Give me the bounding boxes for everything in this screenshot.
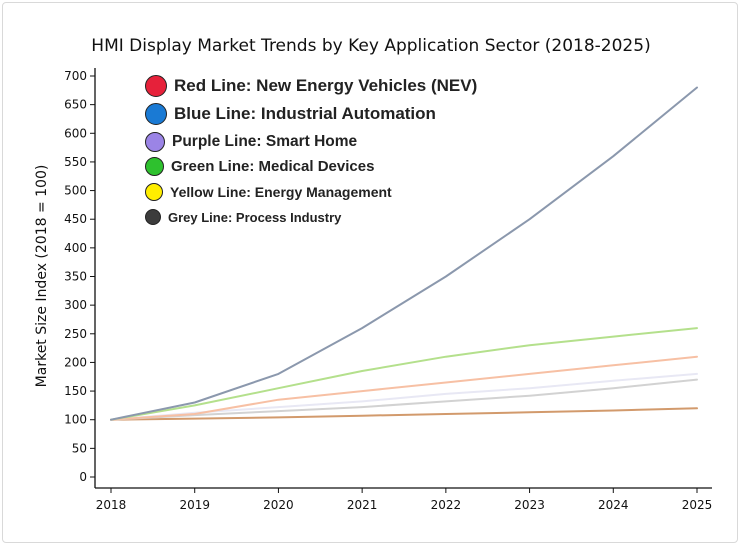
legend-label: Blue Line: Industrial Automation [174, 104, 436, 123]
y-tick-label: 650 [64, 98, 87, 112]
x-tick-label: 2019 [179, 498, 210, 512]
y-axis-label: Market Size Index (2018 = 100) [34, 165, 50, 388]
x-tick-label: 2020 [263, 498, 294, 512]
legend-item-nev: Red Line: New Energy Vehicles (NEV) [145, 75, 477, 97]
y-tick-label: 700 [64, 69, 87, 83]
y-tick-label: 600 [64, 126, 87, 140]
x-tick-label: 2023 [514, 498, 545, 512]
red-dot-icon [145, 75, 167, 97]
x-tick-label: 2025 [682, 498, 713, 512]
legend-label: Purple Line: Smart Home [172, 133, 358, 150]
y-tick-label: 200 [64, 355, 87, 369]
legend-label: Yellow Line: Energy Management [170, 184, 392, 200]
y-tick-label: 50 [72, 441, 87, 455]
y-tick-label: 300 [64, 298, 87, 312]
y-tick-label: 250 [64, 327, 87, 341]
legend-item-medical-devices: Green Line: Medical Devices [145, 157, 374, 176]
series-line-medical-devices [110, 327, 698, 421]
axes: 0 50 100 150 200 250 300 350 400 450 500 550 600 650 7… [64, 68, 712, 512]
series-line-industrial-automation [110, 86, 698, 421]
series-line-new-energy-vehicles-nev [110, 355, 698, 421]
chart-title: HMI Display Market Trends by Key Applica… [91, 36, 651, 56]
legend-item-process-industry: Grey Line: Process Industry [145, 209, 341, 225]
y-tick-label: 500 [64, 184, 87, 198]
series-line-process-industry [110, 378, 698, 421]
legend-item-industrial-automation: Blue Line: Industrial Automation [145, 103, 436, 125]
y-tick-label: 550 [64, 155, 87, 169]
y-tick-label: 0 [79, 470, 87, 484]
series-lines [110, 86, 698, 421]
y-tick-label: 350 [64, 270, 87, 284]
legend-label: Grey Line: Process Industry [168, 209, 342, 225]
grey-dot-icon [145, 209, 161, 225]
legend-label: Green Line: Medical Devices [171, 158, 375, 175]
x-tick-label: 2021 [347, 498, 378, 512]
legend-label: Red Line: New Energy Vehicles (NEV) [174, 76, 478, 95]
x-tick-label: 2024 [598, 498, 629, 512]
green-dot-icon [145, 157, 164, 176]
series-line-energy-management [110, 407, 698, 421]
purple-dot-icon [145, 132, 165, 152]
blue-dot-icon [145, 103, 167, 125]
y-tick-label: 100 [64, 413, 87, 427]
yellow-dot-icon [145, 183, 163, 201]
y-tick-label: 450 [64, 212, 87, 226]
y-tick-label: 400 [64, 241, 87, 255]
y-tick-label: 150 [64, 384, 87, 398]
legend-item-energy-management: Yellow Line: Energy Management [145, 183, 392, 201]
x-tick-label: 2018 [96, 498, 127, 512]
x-tick-label: 2022 [431, 498, 462, 512]
legend-item-smart-home: Purple Line: Smart Home [145, 132, 357, 152]
